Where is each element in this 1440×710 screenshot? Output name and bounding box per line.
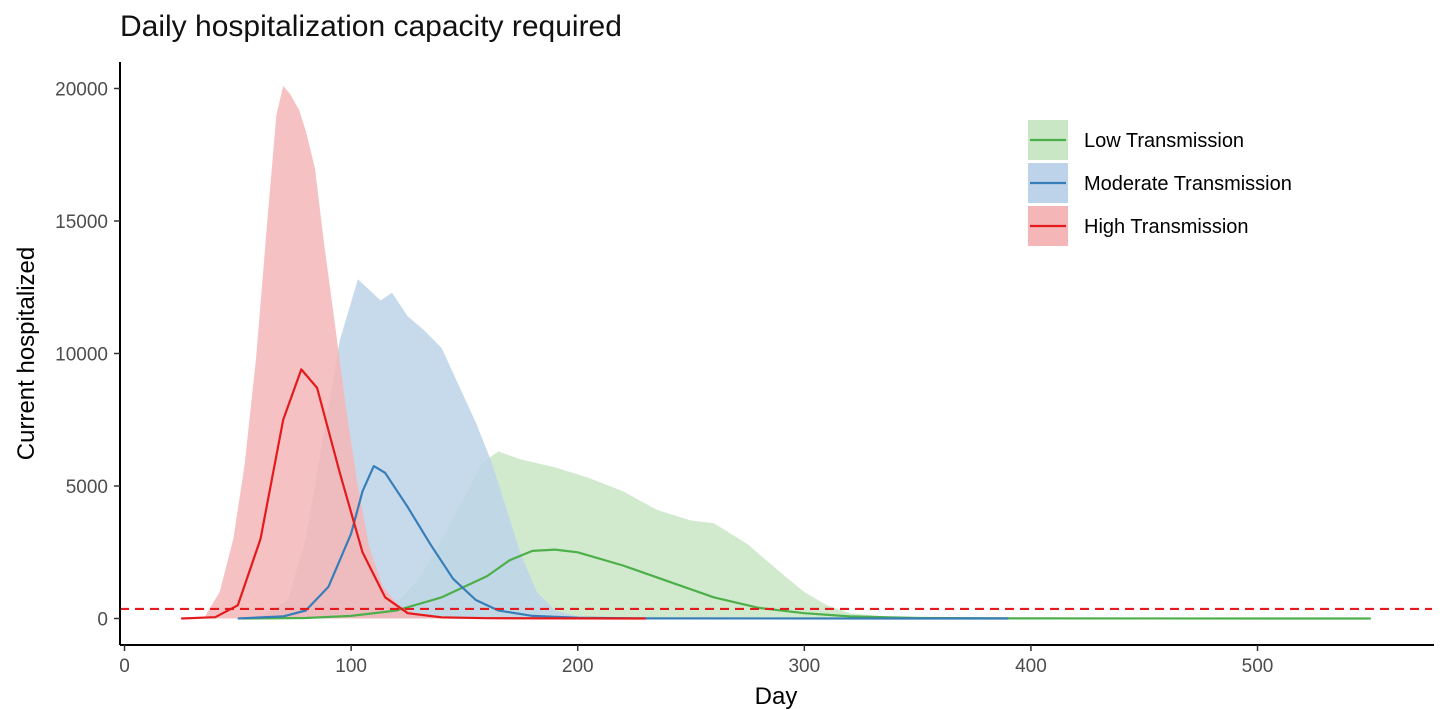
- legend: Low Transmission Moderate Transmission Hig…: [1028, 120, 1292, 246]
- legend-label: Low Transmission: [1084, 130, 1244, 152]
- moderate-transmission-line: [237, 465, 1009, 620]
- legend-key-high-transmission: [1028, 206, 1068, 246]
- x-tick-label: 200: [562, 656, 594, 677]
- y-axis-title: Current hospitalized: [13, 247, 40, 460]
- y-tick-label: 15000: [55, 212, 108, 233]
- x-ticks: 0 100 200 300 400 500: [119, 645, 1273, 677]
- legend-label: Moderate Transmission: [1084, 173, 1292, 195]
- x-axis-title: Day: [755, 683, 798, 710]
- high-transmission-band: [203, 85, 465, 619]
- x-tick-label: 400: [1015, 656, 1047, 677]
- legend-key-low-transmission: [1028, 120, 1068, 160]
- x-tick-label: 500: [1242, 656, 1274, 677]
- x-tick-label: 100: [335, 656, 367, 677]
- confidence-bands: [203, 85, 1009, 619]
- y-ticks: 0 5000 10000 15000 20000: [55, 80, 120, 631]
- y-tick-label: 0: [97, 610, 108, 631]
- high-transmission-line: [181, 368, 646, 620]
- x-tick-label: 300: [788, 656, 820, 677]
- chart-title: Daily hospitalization capacity required: [120, 10, 622, 43]
- legend-key-moderate-transmission: [1028, 163, 1068, 203]
- low-transmission-line: [242, 548, 1371, 620]
- y-tick-label: 20000: [55, 80, 108, 101]
- series-lines: [181, 368, 1371, 620]
- y-tick-label: 5000: [66, 477, 108, 498]
- legend-label: High Transmission: [1084, 216, 1249, 238]
- y-tick-label: 10000: [55, 345, 108, 366]
- x-tick-label: 0: [119, 656, 130, 677]
